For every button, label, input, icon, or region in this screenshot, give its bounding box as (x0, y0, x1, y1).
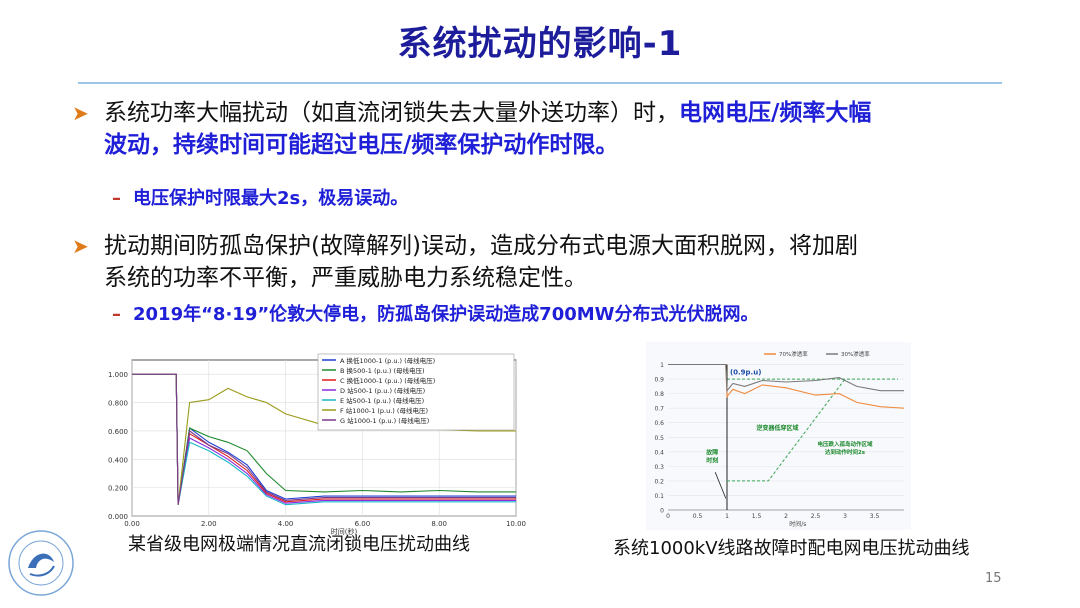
x-tick-label: 3.5 (870, 513, 880, 520)
legend-entry: G 站1000-1 (p.u.) (母线电压) (340, 416, 429, 425)
x-axis-label: 时间/s (789, 520, 806, 528)
x-axis-label: 时间(秒) (331, 527, 358, 536)
annotation-island-region: 达到动作时间2s (825, 448, 866, 456)
distribution-voltage-chart: 0 0.1 0.2 0.3 0.4 0.5 0.6 0.7 0.8 0.9 1 0 0.5 1 1.5 2 2.… (646, 342, 911, 530)
legend-entry: A 换低1000-1 (p.u.) (母线电压) (340, 356, 435, 365)
fault-arrow (714, 472, 727, 499)
y-tick-label: 0.600 (108, 428, 128, 436)
series-line (132, 373, 516, 506)
y-tick-label: 0.2 (654, 478, 664, 485)
annotation-threshold: (0.9p.u) (730, 369, 761, 377)
x-tick-label: 6.00 (355, 520, 371, 528)
bullet-1-sub: – 电压保护时限最大2s，极易误动。 (112, 188, 409, 209)
bullet-1: ➤ 系统功率大幅扰动（如直流闭锁失去大量外送功率）时，电网电压/频率大幅 波动，持… (72, 97, 1022, 161)
y-tick-label: 0.400 (108, 456, 128, 464)
y-tick-label: 0.200 (108, 485, 128, 493)
series-line (668, 363, 904, 393)
bullet-1-text: 系统功率大幅扰动（如直流闭锁失去大量外送功率）时，电网电压/频率大幅 波动，持续时… (104, 100, 872, 158)
legend-entry: 30%渗透率 (841, 350, 870, 358)
y-tick-label: 0 (660, 508, 664, 515)
legend-entry: 70%渗透率 (779, 350, 808, 358)
x-tick-label: 1 (725, 513, 729, 520)
x-tick-label: 2 (784, 513, 788, 520)
bullet-2: ➤ 扰动期间防孤岛保护(故障解列)误动，造成分布式电源大面积脱网，将加剧 系统的功… (72, 230, 1022, 294)
x-tick-label: 4.00 (278, 520, 294, 528)
legend-entry: F 站1000-1 (p.u.) (母线电压) (340, 406, 428, 415)
annotation-island-region: 电压跌入孤岛动作区域 (817, 440, 873, 448)
y-tick-label: 0.8 (654, 391, 664, 398)
dash-icon: – (112, 304, 121, 325)
x-tick-label: 1.5 (752, 513, 762, 520)
slide-title: 系统扰动的影响-1 (397, 24, 683, 64)
right-chart-caption: 系统1000kV线路故障时配电网电压扰动曲线 (613, 538, 970, 559)
chart-background (646, 342, 911, 530)
legend-entry: E 站500-1 (p.u.) (母线电压) (340, 396, 424, 405)
x-tick-label: 2.00 (201, 520, 217, 528)
title-divider (78, 82, 1002, 84)
page-number: 15 (985, 571, 1002, 586)
legend-entry: C 换低1000-1 (p.u.) (母线电压) (340, 376, 435, 385)
arrow-bullet-icon: ➤ (72, 234, 89, 258)
y-tick-label: 0.4 (654, 449, 664, 456)
y-tick-label: 0.9 (654, 377, 664, 384)
bullet-2-text: 扰动期间防孤岛保护(故障解列)误动，造成分布式电源大面积脱网，将加剧 系统的功率不… (104, 233, 858, 291)
y-tick-label: 0.3 (654, 464, 664, 471)
x-tick-label: 10.00 (506, 520, 526, 528)
y-tick-label: 0.7 (654, 406, 664, 413)
arrow-bullet-icon: ➤ (72, 101, 89, 125)
series-line (132, 373, 516, 505)
y-tick-label: 0.000 (108, 513, 128, 521)
bullet-2-sub: –2019年“8·19”伦敦大停电，防孤岛保护误动造成700MW分布式光伏脱网。 (112, 304, 759, 325)
y-tick-label: 0.800 (108, 400, 128, 408)
annotation-fault-time: 故障 (706, 449, 718, 457)
y-tick-label: 0.6 (654, 420, 664, 427)
legend-entry: D 站500-1 (p.u.) (母线电压) (340, 386, 425, 395)
y-tick-label: 0.5 (654, 435, 664, 442)
dc-blocking-voltage-chart: 0.000 0.200 0.400 0.600 0.800 1.000 0.00 2.00 4.… (108, 353, 526, 536)
y-tick-label: 1.000 (108, 371, 128, 379)
x-tick-label: 0.5 (693, 513, 703, 520)
left-chart-caption: 某省级电网极端情况直流闭锁电压扰动曲线 (128, 534, 470, 555)
y-tick-label: 1 (660, 362, 664, 369)
dash-icon: – (112, 188, 121, 209)
legend-box (317, 353, 515, 431)
annotation-lvrt-region: 逆变器低穿区域 (757, 424, 799, 432)
ramp-boundary (727, 378, 846, 482)
x-tick-label: 0 (666, 513, 670, 520)
x-tick-label: 8.00 (431, 520, 447, 528)
legend-entry: B 换500-1 (p.u.) (母线电压) (340, 366, 425, 375)
university-logo-icon (8, 530, 74, 596)
x-tick-label: 2.5 (811, 513, 821, 520)
annotation-fault-time: 时刻 (706, 457, 718, 465)
y-tick-label: 0.1 (654, 493, 664, 500)
x-tick-label: 0.00 (124, 520, 140, 528)
x-tick-label: 3 (843, 513, 847, 520)
